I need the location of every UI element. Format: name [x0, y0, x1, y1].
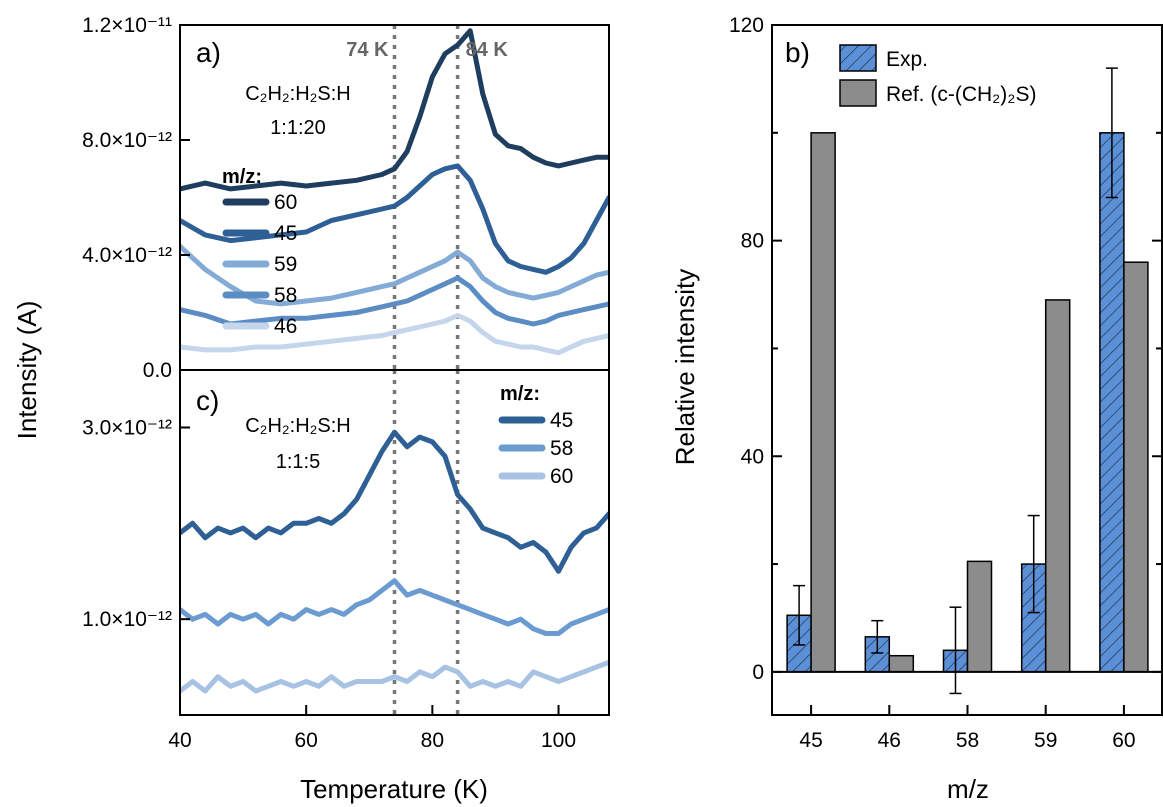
line-c-series-60	[180, 659, 609, 694]
line-a-series-45	[180, 163, 609, 275]
legend-a-label-46: 46	[274, 315, 297, 338]
panel-b: Relative intensity m/z 0 40 80 120 45 46 58 59…	[670, 14, 1163, 804]
y-tick-label-b-0: 0	[752, 661, 764, 684]
y-tick-label-a-3: 1.2×10⁻¹¹	[82, 14, 172, 37]
bar-ref-45	[810, 132, 836, 673]
legend-c: 45 58 60	[498, 409, 573, 488]
temperature-markers-a	[392, 25, 460, 370]
y-tick-label-a-2: 8.0×10⁻¹²	[82, 129, 172, 152]
y-tick-label-b-3: 120	[729, 14, 764, 37]
x-ticks-c: 40 60 80 100	[168, 705, 576, 752]
y-tick-label-c-0: 1.0×10⁻¹²	[82, 608, 172, 631]
y-tick-label-a-1: 4.0×10⁻¹²	[82, 244, 172, 267]
sample-label-c: C₂H₂:H₂S:H	[245, 415, 351, 437]
bars-b	[786, 132, 1149, 673]
x-tick-label-b-45: 45	[799, 729, 822, 752]
marker-label-74k: 74 K	[346, 39, 389, 61]
x-ticks-b: 45 46 58 59 60	[799, 705, 1136, 752]
panel-c: 1.0×10⁻¹² 3.0×10⁻¹² 40 60 80 100 c) C₂H₂:H₂S…	[82, 369, 610, 752]
line-a-series-60	[180, 28, 609, 192]
panel-label-c: c)	[196, 385, 219, 416]
x-tick-label-b-60: 60	[1112, 729, 1135, 752]
legend-c-label-58: 58	[550, 437, 573, 460]
line-c-series-58	[180, 578, 609, 636]
panel-label-b: b)	[785, 37, 810, 68]
legend-swatch-exp	[839, 44, 877, 72]
line-a-series-58	[180, 275, 609, 327]
legend-label-ref: Ref. (c-(CH₂)₂S)	[886, 83, 1036, 106]
legend-swatch-ref	[839, 79, 877, 107]
legend-a-label-59: 59	[274, 253, 297, 276]
bar-ref-46	[888, 654, 915, 673]
y-axis-title-b: Relative intensity	[670, 269, 700, 466]
bar-exp-60	[1099, 132, 1125, 673]
panel-a: 0.0 4.0×10⁻¹² 8.0×10⁻¹² 1.2×10⁻¹¹ a) 74 K 8…	[82, 14, 610, 382]
line-a-series-46	[180, 312, 609, 356]
legend-c-label-60: 60	[550, 465, 573, 488]
x-tick-label-b-59: 59	[1034, 729, 1057, 752]
legend-a-label-45: 45	[274, 222, 297, 245]
sample-label-a: C₂H₂:H₂S:H	[245, 83, 351, 105]
legend-label-exp: Exp.	[886, 48, 928, 71]
y-tick-label-a-0: 0.0	[143, 359, 172, 382]
panel-label-a: a)	[196, 37, 221, 68]
legend-a-label-60: 60	[274, 191, 297, 214]
bar-ref-58	[966, 560, 993, 673]
temperature-markers-c	[392, 370, 460, 715]
line-c-series-45	[180, 429, 609, 574]
series-lines-a	[180, 28, 609, 356]
y-ticks-b: 0 40 80 120	[729, 14, 1162, 684]
legend-c-label-45: 45	[550, 409, 573, 432]
bar-ref-59	[1044, 299, 1071, 673]
line-a-series-59	[180, 243, 609, 307]
ratio-label-a: 1:1:20	[270, 117, 326, 139]
error-bars-b	[793, 67, 1118, 695]
series-lines-c	[180, 429, 609, 694]
legend-title-c: m/z:	[500, 383, 540, 405]
x-tick-label-1: 60	[294, 729, 317, 752]
x-tick-label-b-46: 46	[878, 729, 901, 752]
marker-label-84k: 84 K	[466, 39, 509, 61]
y-axis-title-left: Intensity (A)	[12, 301, 42, 440]
legend-a: 60 45 59 58 46	[222, 191, 297, 338]
legend-a-label-58: 58	[274, 284, 297, 307]
x-tick-label-3: 100	[541, 729, 576, 752]
bar-ref-60	[1123, 261, 1149, 673]
x-tick-label-2: 80	[421, 729, 444, 752]
x-tick-label-b-58: 58	[956, 729, 979, 752]
plot-frame-c	[179, 369, 610, 716]
x-tick-label-0: 40	[168, 729, 191, 752]
x-axis-title-left: Temperature (K)	[300, 774, 488, 804]
legend-title-a: m/z:	[222, 166, 262, 188]
ratio-label-c: 1:1:5	[276, 451, 320, 473]
y-tick-label-b-1: 40	[741, 445, 764, 468]
y-ticks-a: 0.0 4.0×10⁻¹² 8.0×10⁻¹² 1.2×10⁻¹¹	[82, 14, 190, 382]
y-tick-label-c-1: 3.0×10⁻¹²	[82, 417, 172, 440]
x-axis-title-b: m/z	[947, 774, 989, 804]
y-ticks-c: 1.0×10⁻¹² 3.0×10⁻¹²	[82, 417, 190, 631]
y-tick-label-b-2: 80	[741, 230, 764, 253]
